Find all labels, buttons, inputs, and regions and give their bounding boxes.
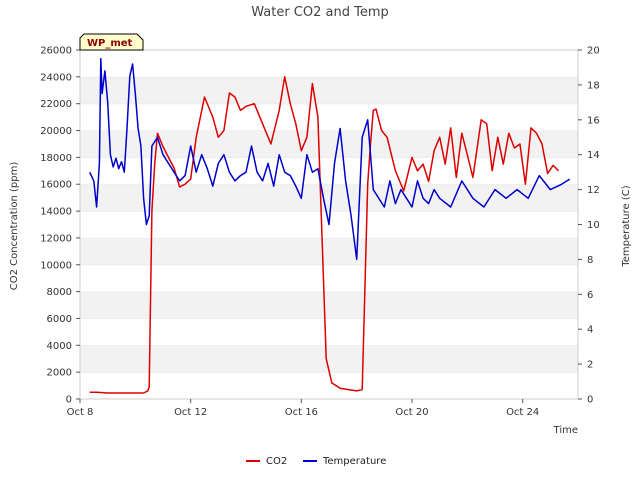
y-right-tick-label: 10 [587, 220, 600, 231]
series-line-temperature [89, 57, 571, 261]
x-axis-label: Time [553, 425, 578, 436]
grid-band [80, 318, 578, 346]
left-axis: 0 2000 4000 6000 8000 10000 12000 14000 16000 180… [40, 46, 80, 406]
x-tick-label: Oct 20 [395, 407, 428, 418]
right-axis: 0 2 4 6 8 10 12 14 16 18 20 [578, 46, 600, 406]
y-axis-left-label: CO2 Concentration (ppm) [9, 162, 20, 291]
y-right-tick-label: 0 [587, 395, 593, 406]
y-right-tick-label: 14 [587, 150, 600, 161]
grid-band [80, 157, 578, 185]
y-left-tick-label: 22000 [40, 99, 72, 110]
x-tick-label: Oct 24 [506, 407, 539, 418]
x-tick-label: Oct 8 [67, 407, 94, 418]
grid-band [80, 103, 578, 131]
legend-label-co2: CO2 [266, 456, 287, 467]
y-right-tick-label: 20 [587, 46, 600, 57]
y-left-tick-label: 4000 [47, 341, 72, 352]
chart-title: Water CO2 and Temp [251, 5, 389, 20]
x-axis: Oct 8 Oct 12 Oct 16 Oct 20 Oct 24 [67, 399, 539, 418]
y-left-tick-label: 8000 [47, 287, 72, 298]
y-right-tick-label: 18 [587, 80, 600, 91]
legend-label-temperature: Temperature [322, 456, 386, 467]
y-right-tick-label: 12 [587, 185, 600, 196]
legend: CO2 Temperature [246, 456, 386, 467]
x-tick-label: Oct 16 [285, 407, 318, 418]
y-axis-right-label: Temperature (C) [621, 185, 632, 267]
y-right-tick-label: 4 [587, 325, 593, 336]
y-left-tick-label: 14000 [40, 207, 72, 218]
y-left-tick-label: 16000 [40, 180, 72, 191]
y-left-tick-label: 18000 [40, 153, 72, 164]
grid-band [80, 237, 578, 265]
grid-band [80, 291, 578, 319]
x-tick-label: Oct 12 [174, 407, 207, 418]
grid-band [80, 76, 578, 104]
series-line-co2 [89, 76, 560, 394]
tag-label: WP_met [87, 38, 133, 49]
series-layer [89, 57, 571, 394]
y-left-tick-label: 6000 [47, 314, 72, 325]
grid-band [80, 372, 578, 399]
y-left-tick-label: 26000 [40, 46, 72, 57]
y-left-tick-label: 10000 [40, 260, 72, 271]
y-left-tick-label: 0 [66, 395, 72, 406]
y-right-tick-label: 8 [587, 255, 593, 266]
y-right-tick-label: 2 [587, 360, 593, 371]
grid-band [80, 130, 578, 158]
y-right-tick-label: 6 [587, 290, 593, 301]
grid-band [80, 184, 578, 212]
y-left-tick-label: 20000 [40, 126, 72, 137]
grid-band [80, 264, 578, 292]
y-left-tick-label: 24000 [40, 72, 72, 83]
grid-band [80, 50, 578, 77]
tag-box: WP_met [79, 33, 144, 51]
y-right-tick-label: 16 [587, 115, 600, 126]
y-left-tick-label: 12000 [40, 233, 72, 244]
y-left-tick-label: 2000 [47, 368, 72, 379]
